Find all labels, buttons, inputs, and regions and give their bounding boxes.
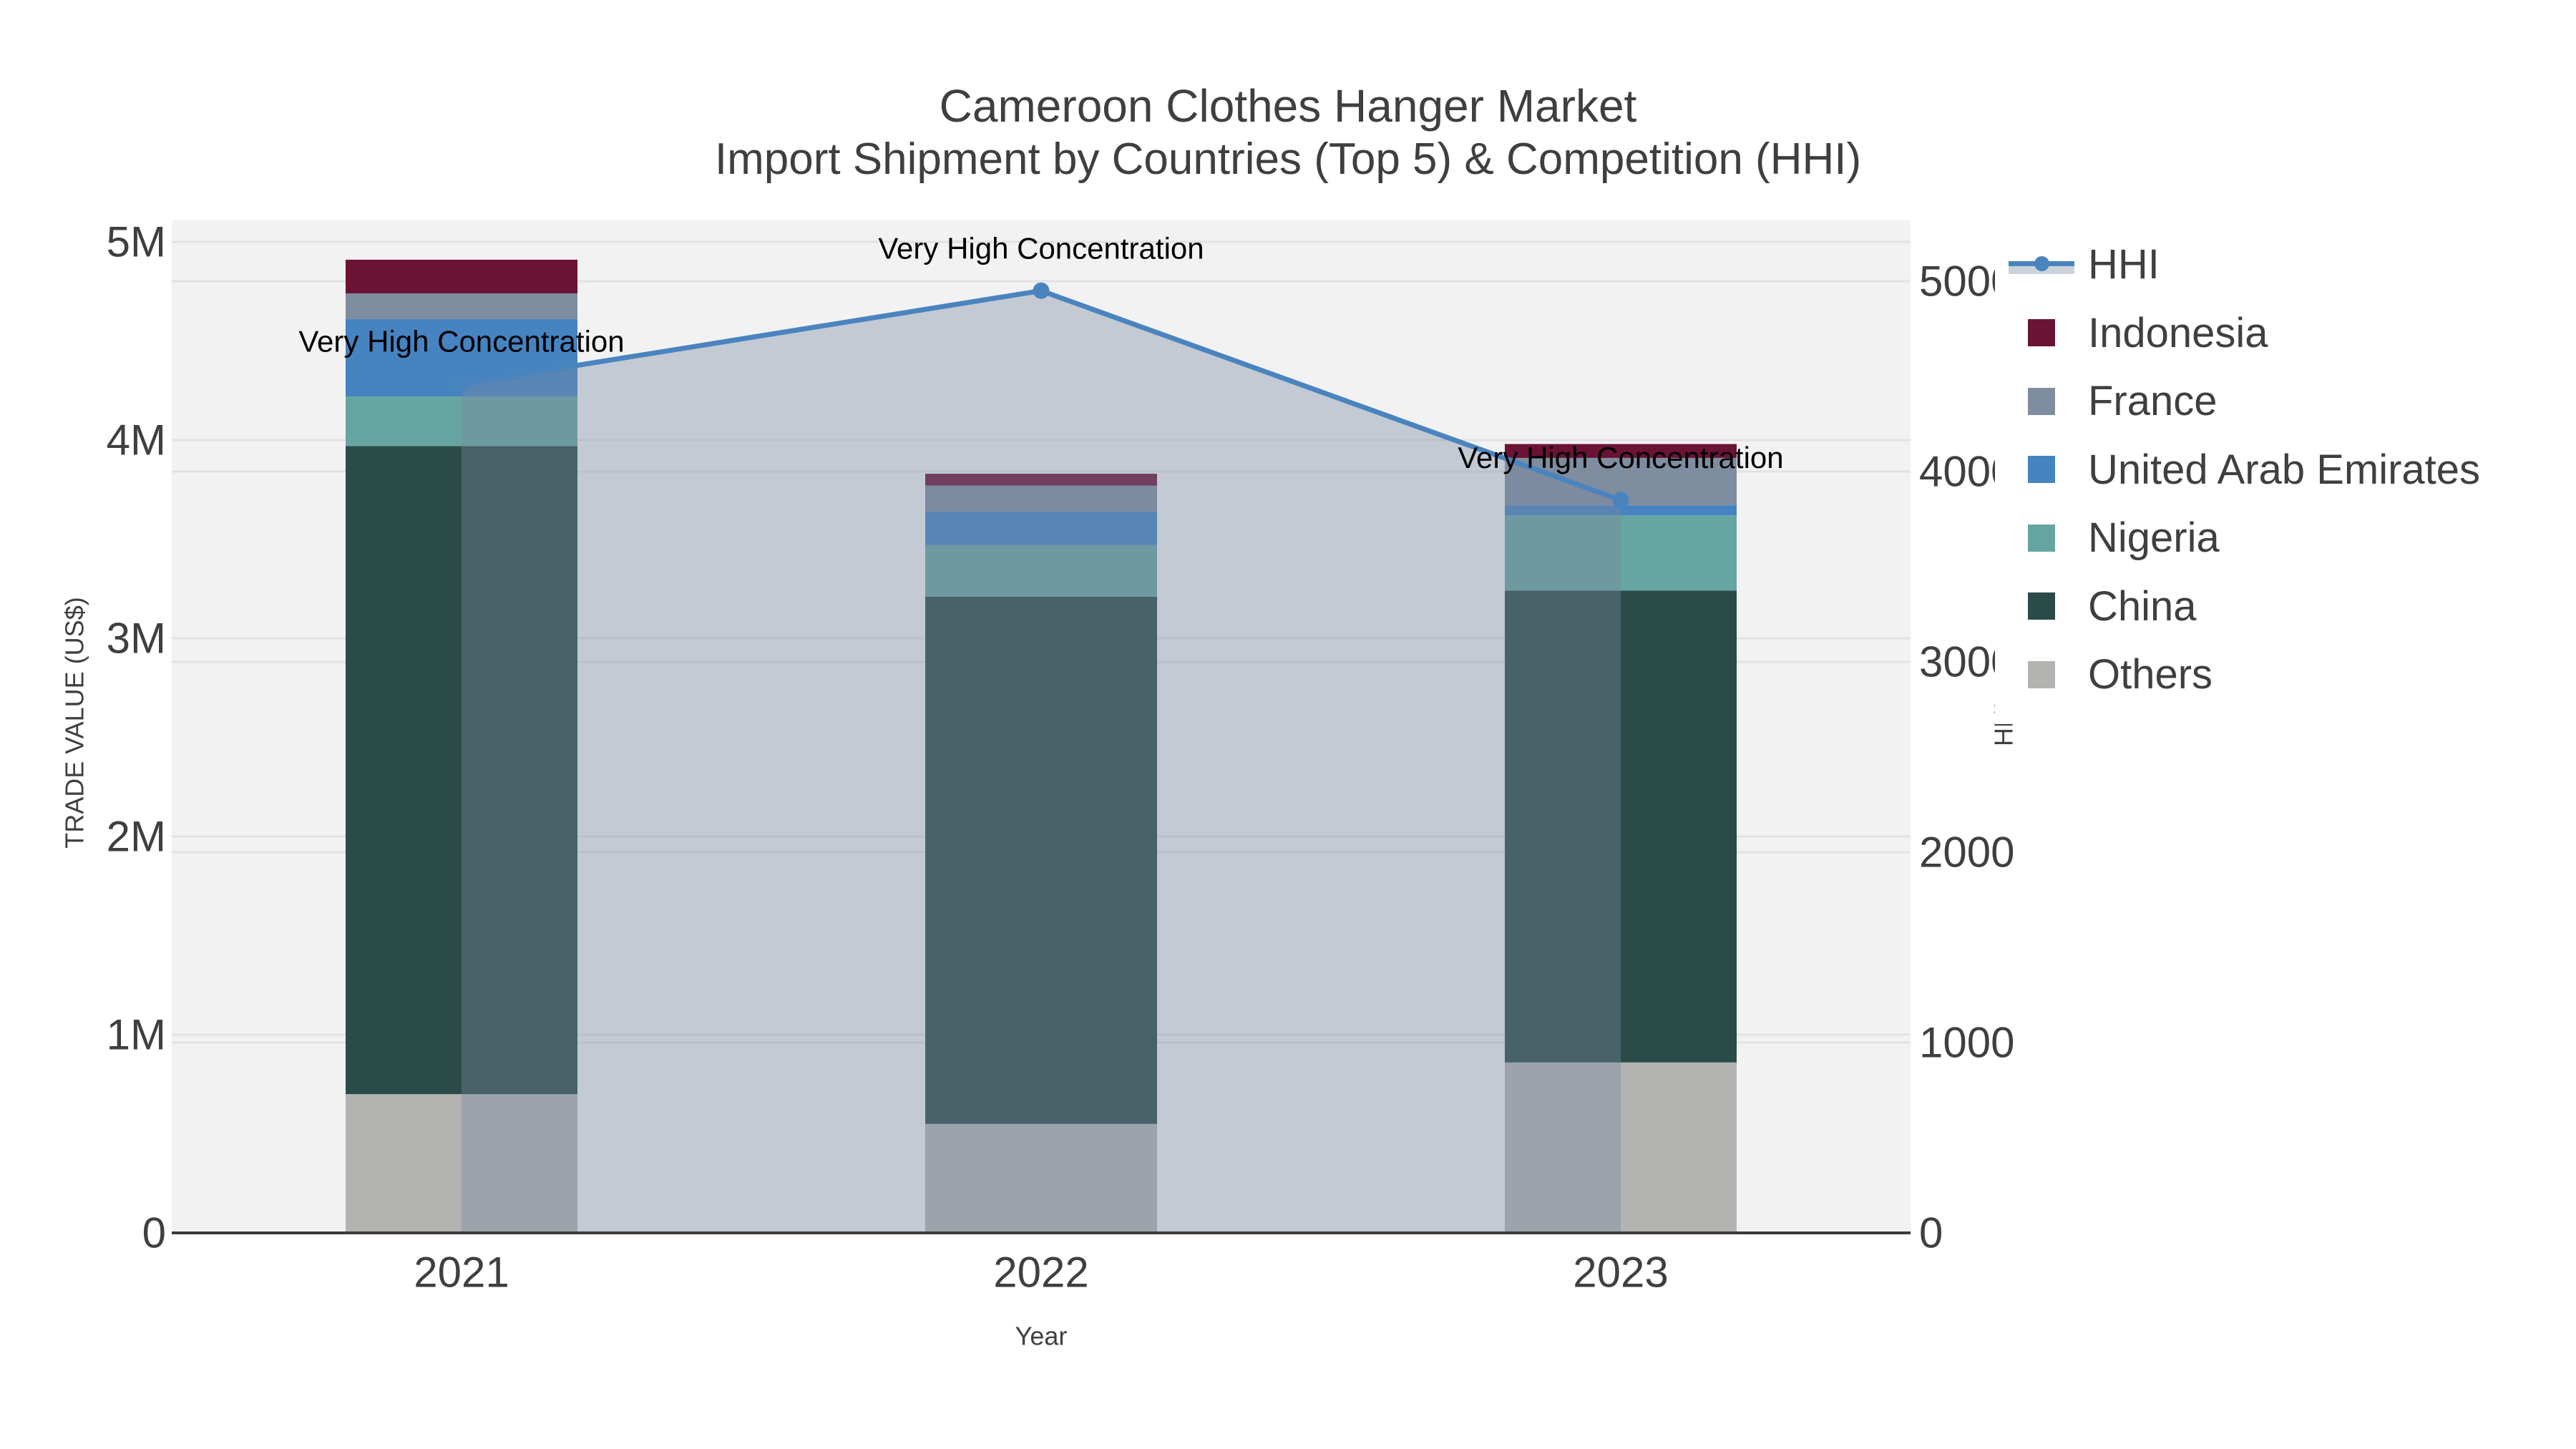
x-tick-2023: 2023 (1573, 1249, 1668, 1297)
bar-segment-others-2021 (346, 1094, 577, 1233)
legend-item-hhi: HHI (1995, 230, 2576, 299)
united-arab-emirates-swatch-icon (1995, 456, 2088, 484)
chart-title: Cameroon Clothes Hanger Market (939, 80, 1637, 132)
y-right-tick-1000: 1000 (1919, 1019, 2014, 1067)
bar-segment-others-2022 (925, 1123, 1157, 1233)
chart-subtitle: Import Shipment by Countries (Top 5) & C… (714, 135, 1862, 184)
legend-label-indonesia: Indonesia (2088, 309, 2268, 356)
x-axis-label: Year (1015, 1322, 1068, 1351)
bar-segment-china-2021 (346, 446, 577, 1095)
bar-segment-france-2022 (925, 485, 1157, 512)
y-left-tick-0: 0 (142, 1209, 166, 1257)
y-left-tick-3M: 3M (107, 615, 166, 663)
annotation-2021: Very High Concentration (298, 325, 624, 358)
legend-item-france: France (1995, 367, 2576, 436)
y-left-tick-4M: 4M (107, 416, 166, 464)
bar-segment-united-arab-emirates-2023 (1505, 505, 1737, 516)
annotation-2023: Very High Concentration (1458, 441, 1783, 474)
hhi-area (462, 291, 1621, 1233)
china-swatch-icon (1995, 592, 2088, 620)
bar-segment-indonesia-2022 (925, 474, 1157, 486)
y-axis-label-left: TRADE VALUE (US$) (60, 597, 89, 848)
legend-label-china: China (2088, 582, 2197, 630)
legend-item-china: China (1995, 572, 2576, 641)
x-tick-2021: 2021 (414, 1249, 509, 1297)
legend-item-united-arab-emirates: United Arab Emirates (1995, 436, 2576, 504)
legend-item-nigeria: Nigeria (1995, 504, 2576, 572)
bar-segment-nigeria-2022 (925, 545, 1157, 597)
legend-label-others: Others (2088, 651, 2213, 698)
bar-segment-indonesia-2021 (346, 259, 577, 294)
nigeria-swatch-icon (1995, 524, 2088, 552)
bar-segment-china-2022 (925, 596, 1157, 1124)
y-right-tick-2000: 2000 (1919, 829, 2014, 877)
bar-segment-nigeria-2023 (1505, 515, 1737, 591)
legend-item-others: Others (1995, 640, 2576, 709)
hhi-marker-2021 (453, 376, 470, 393)
bar-segment-france-2021 (346, 293, 577, 320)
hhi-marker-2023 (1612, 492, 1629, 509)
chart-legend: HHI Indonesia France United Arab Emirates Ni… (1995, 223, 2576, 724)
hhi-line-swatch-icon (1995, 255, 2088, 274)
legend-label-france: France (2088, 378, 2218, 425)
y-left-tick-1M: 1M (107, 1011, 166, 1059)
legend-label-hhi: HHI (2088, 241, 2160, 288)
bar-segment-indonesia-2023 (1505, 444, 1737, 458)
hhi-marker-2022 (1033, 282, 1050, 299)
bar-segment-united-arab-emirates-2022 (925, 511, 1157, 545)
others-swatch-icon (1995, 660, 2088, 688)
legend-label-nigeria: Nigeria (2088, 514, 2220, 562)
france-swatch-icon (1995, 387, 2088, 415)
y-left-tick-5M: 5M (107, 218, 166, 266)
indonesia-swatch-icon (1995, 319, 2088, 347)
y-left-tick-2M: 2M (107, 813, 166, 861)
bar-segment-others-2023 (1505, 1062, 1737, 1233)
bar-segment-nigeria-2021 (346, 396, 577, 447)
legend-item-indonesia: Indonesia (1995, 299, 2576, 368)
bar-segment-china-2023 (1505, 590, 1737, 1063)
x-tick-2022: 2022 (993, 1249, 1088, 1297)
legend-label-united-arab-emirates: United Arab Emirates (2088, 446, 2481, 493)
annotation-2022: Very High Concentration (878, 231, 1204, 265)
y-right-tick-0: 0 (1919, 1209, 1943, 1257)
